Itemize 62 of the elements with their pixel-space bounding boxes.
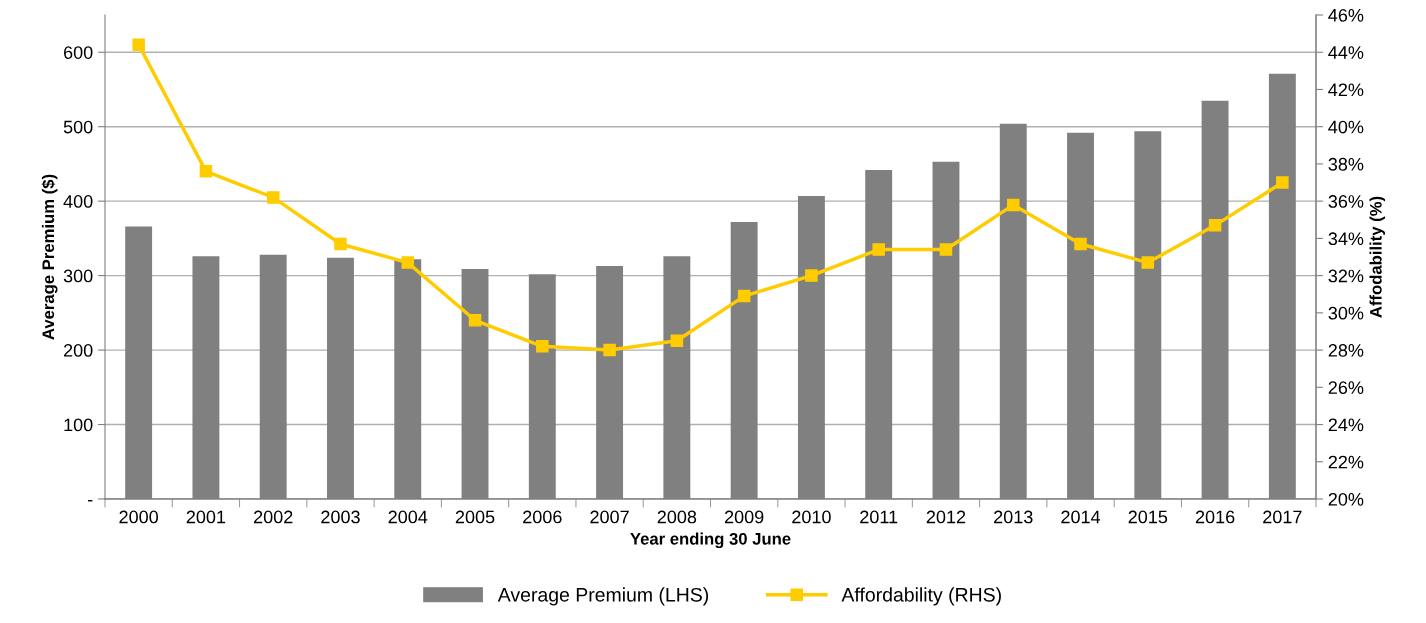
point (468, 314, 482, 327)
point (805, 269, 818, 282)
point (1074, 237, 1087, 251)
x-axis-title: Year ending 30 June (630, 532, 791, 549)
x-tick-label: 2013 (994, 510, 1033, 524)
y2-tick-label: 36% (1328, 195, 1364, 208)
point (1141, 256, 1155, 269)
x-tick-label: 2007 (590, 510, 629, 524)
y2-tick-label: 44% (1328, 46, 1364, 59)
y2-tick-label: 22% (1328, 455, 1364, 469)
legend-label: Affordability (RHS) (841, 587, 1001, 606)
x-tick-label: 2016 (1195, 510, 1235, 524)
x-tick-label: 2003 (321, 510, 360, 524)
point (132, 38, 145, 52)
y-tick-label: 400 (63, 195, 93, 208)
y2-tick-label: 28% (1328, 344, 1364, 357)
x-tick-label: 2004 (388, 510, 428, 524)
x-tick-label: 2010 (792, 510, 831, 524)
point (670, 334, 684, 348)
y-tick-label: 300 (63, 269, 93, 283)
point (536, 340, 549, 353)
y2-tick-label: 40% (1328, 120, 1364, 134)
x-tick-label: 2014 (1061, 510, 1101, 524)
point (266, 191, 280, 204)
x-tick-label: 2001 (186, 510, 226, 524)
x-tick-label: 2012 (926, 510, 966, 524)
point (1006, 198, 1020, 212)
y2-tick-label: 20% (1328, 492, 1364, 506)
y2-tick-label: 30% (1328, 306, 1364, 320)
y2-tick-label: 24% (1328, 418, 1364, 432)
x-tick-label: 2002 (254, 510, 293, 524)
y2-tick-label: 42% (1328, 83, 1364, 97)
y-tick-label: 200 (63, 344, 93, 357)
point (199, 165, 213, 178)
x-tick-label: 2005 (455, 510, 495, 524)
point (737, 289, 751, 303)
x-tick-label: 2011 (860, 510, 898, 524)
point (872, 243, 885, 256)
y-tick-label: 600 (63, 46, 93, 59)
x-tick-label: 2017 (1263, 510, 1302, 524)
point (1208, 219, 1222, 232)
point (1276, 176, 1289, 189)
y2-tick-label: 32% (1328, 269, 1364, 283)
point (401, 256, 415, 269)
x-tick-label: 2009 (724, 510, 764, 524)
point (334, 237, 347, 251)
x-tick-label: 2015 (1128, 510, 1168, 524)
point (939, 243, 953, 256)
y-axis-title: Average Premium ($) (41, 174, 58, 340)
x-tick-label: 2006 (523, 510, 562, 524)
y2-tick-label: 38% (1328, 157, 1364, 171)
y2-tick-label: 26% (1328, 381, 1364, 395)
legend-label: Average Premium (LHS) (497, 587, 709, 606)
x-tick-label: 2000 (119, 510, 159, 524)
x-tick-label: 2008 (657, 510, 697, 524)
y-tick-label: 500 (63, 120, 93, 134)
y2-axis-title: Affodability (%) (1369, 196, 1386, 318)
y2-tick-label: 46% (1328, 8, 1364, 22)
y2-tick-label: 34% (1328, 232, 1364, 246)
y-tick-label: 100 (64, 418, 93, 432)
point (603, 343, 616, 357)
y-tick-label: - (87, 500, 93, 502)
